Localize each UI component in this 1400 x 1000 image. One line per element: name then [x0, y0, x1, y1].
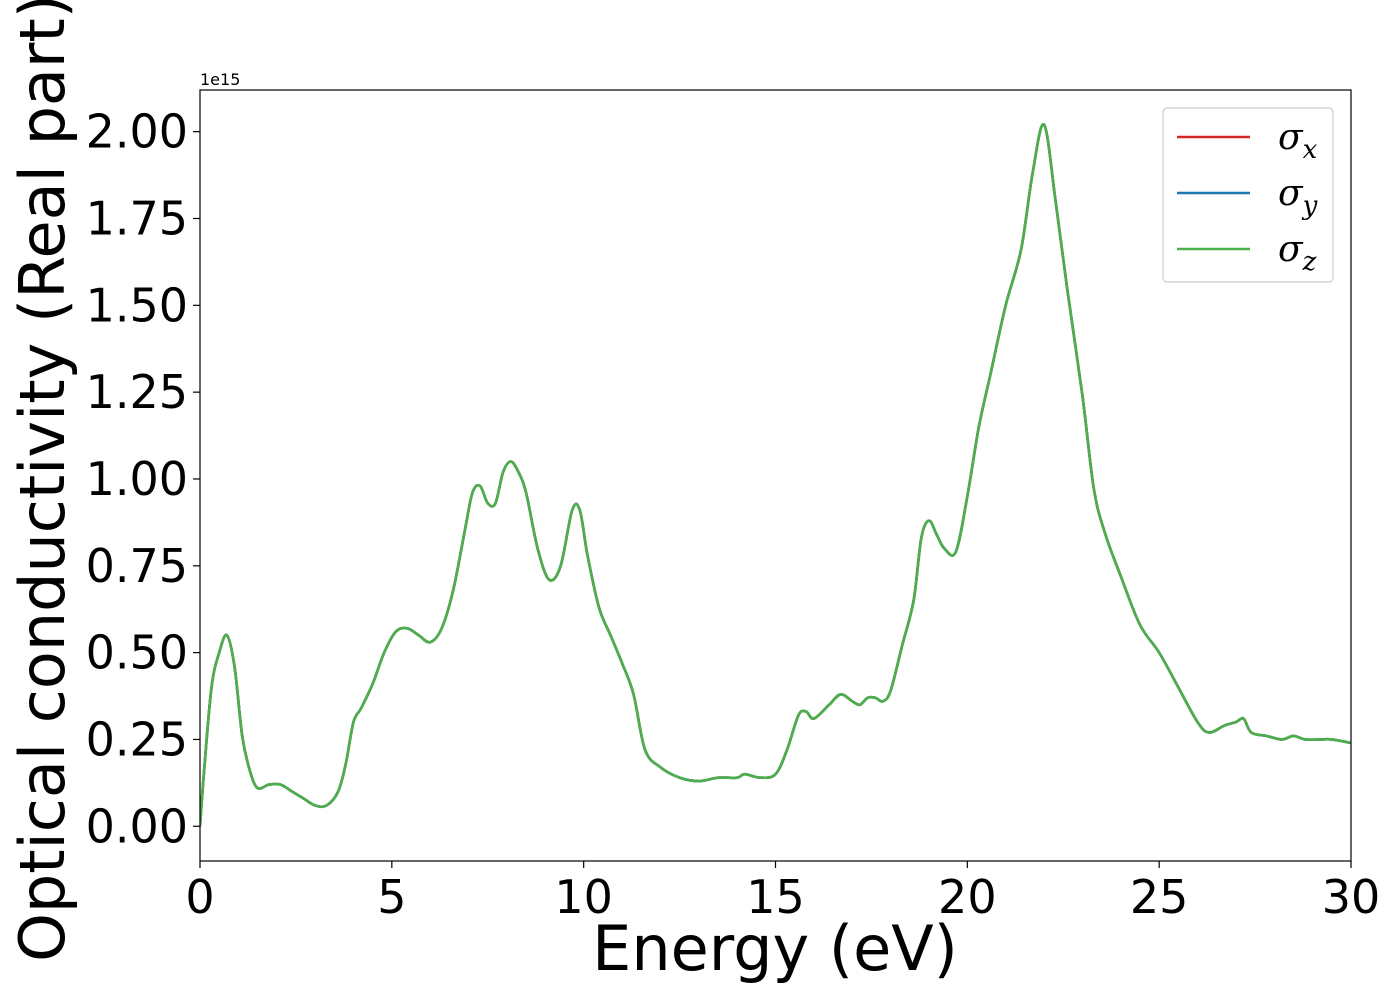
y-tick-label: 0.25: [86, 712, 188, 766]
x-tick-label: 15: [746, 870, 805, 924]
y-tick-label: 0.75: [86, 539, 188, 593]
y-tick-label: 0.50: [86, 626, 188, 680]
series-line-sigma-z: [200, 123, 1351, 827]
legend-label-sigma-y: σy: [1278, 173, 1318, 221]
x-axis-ticks: 0 5 10 15 20 25 30: [185, 861, 1380, 924]
y-tick-label: 1.25: [86, 365, 188, 419]
series-layer: [200, 123, 1351, 827]
x-tick-label: 5: [377, 870, 406, 924]
x-axis-label: Energy (eV): [592, 912, 958, 985]
x-tick-label: 20: [938, 870, 997, 924]
plot-area: [199, 89, 1352, 862]
y-tick-label: 1.75: [86, 192, 188, 246]
y-offset-label: 1e15: [200, 70, 240, 89]
x-tick-label: 30: [1322, 870, 1381, 924]
y-axis-label: Optical conductivity (Real part): [6, 0, 79, 962]
legend-entries: σx σy σz: [1177, 117, 1318, 277]
y-tick-label: 1.50: [86, 278, 188, 332]
legend-label-sigma-z: σz: [1278, 229, 1317, 277]
legend-label-sigma-x: σx: [1278, 117, 1318, 165]
legend-box: [1162, 107, 1334, 283]
x-tick-label: 10: [554, 870, 613, 924]
plot-background: [200, 90, 1351, 861]
y-axis-ticks: 0.00 0.25 0.50 0.75 1.00 1.25 1.50 1.75 2.00: [86, 105, 200, 853]
x-tick-label: 25: [1130, 870, 1189, 924]
y-tick-label: 0.00: [86, 799, 188, 853]
x-tick-label: 0: [185, 870, 214, 924]
y-tick-label: 1.00: [86, 452, 188, 506]
legend: σx σy σz: [1162, 107, 1334, 283]
y-tick-label: 2.00: [86, 105, 188, 159]
